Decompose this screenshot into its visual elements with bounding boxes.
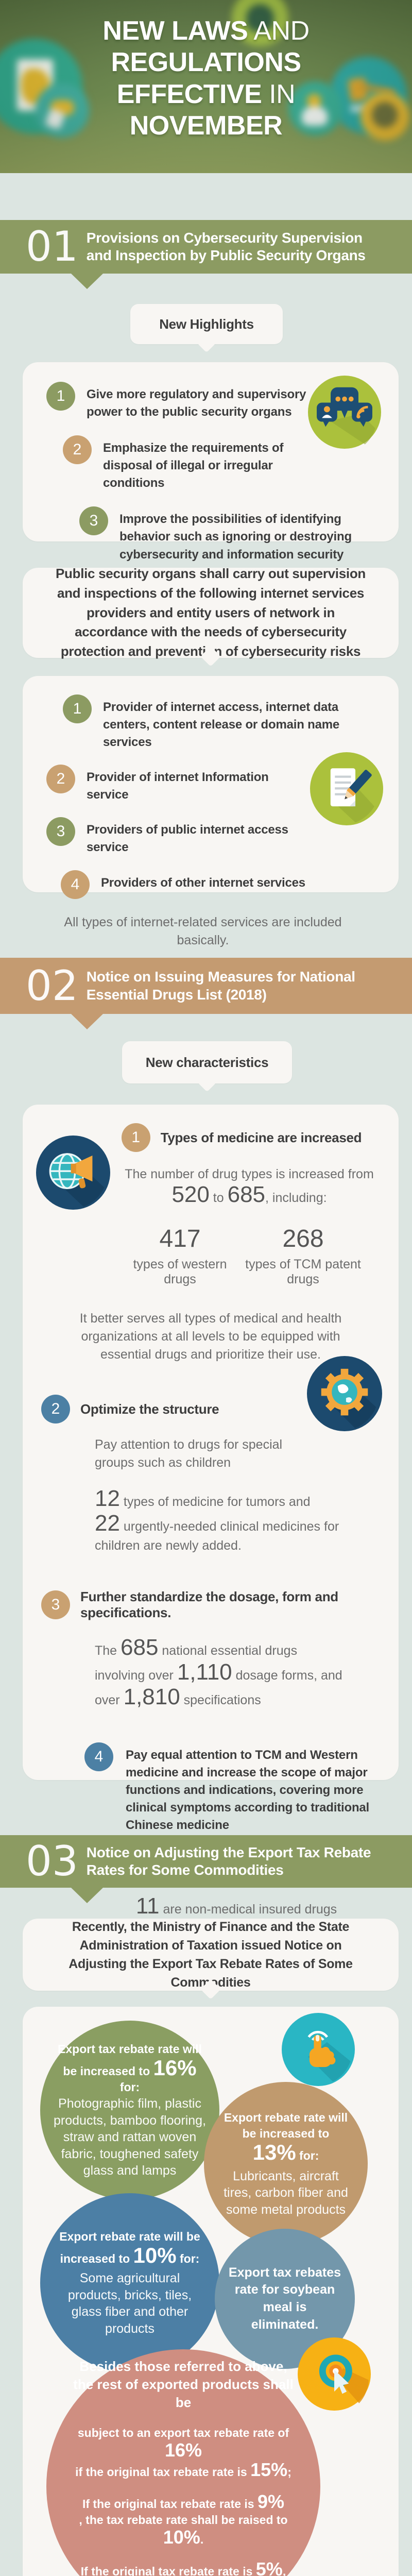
- s2-item2-heading: Optimize the structure: [80, 1401, 219, 1417]
- tcm-drugs-count: 268: [282, 1225, 324, 1252]
- new-highlights-label: New Highlights: [159, 316, 254, 332]
- person-pin-icon: [288, 81, 342, 135]
- rebate-10-circle: Export rebate rate will be increased to …: [40, 2193, 219, 2372]
- highlight-item: 1 Give more regulatory and supervisory p…: [46, 382, 378, 421]
- provider-4-badge: 4: [61, 870, 90, 899]
- key-icon: [35, 83, 89, 138]
- hero-header: NEW LAWS AND REGULATIONS EFFECTIVE IN NO…: [0, 0, 412, 173]
- highlight-item: 2 Emphasize the requirements of disposal…: [63, 435, 378, 492]
- new-characteristics-bubble: New characteristics: [122, 1041, 292, 1083]
- rebate-13-body: Lubricants, aircraft tires, carbon fiber…: [224, 2168, 348, 2217]
- s2-item4-badge: 4: [84, 1742, 113, 1771]
- other-products-circle: Besides those referred to above, the res…: [46, 2349, 320, 2576]
- chat-icon: [308, 376, 381, 449]
- s2-item3-heading: Further standardize the dosage, form and…: [80, 1588, 338, 1620]
- provider-1-text: Provider of internet access, internet da…: [103, 700, 340, 750]
- globe-gear-icon: [307, 1356, 382, 1431]
- highlight-item: 3 Improve the possibilities of identifyi…: [79, 506, 378, 563]
- tax-rates-card: Export tax rebate rate will be increased…: [23, 2007, 399, 2576]
- section-01-number: 01: [26, 223, 78, 270]
- highlight-3-badge: 3: [79, 506, 108, 536]
- providers-note: All types of internet-related services a…: [64, 914, 342, 947]
- highlights-card: 1 Give more regulatory and supervisory p…: [23, 362, 399, 562]
- s2-item3-heading-row: 3 Further standardize the dosage, form a…: [41, 1589, 380, 1621]
- section-01-band: 01 Provisions on Cybersecurity Supervisi…: [0, 220, 412, 274]
- tax-statement: Recently, the Ministry of Finance and th…: [68, 1919, 353, 1990]
- rebate-16-heading: Export tax rebate rate will be increased…: [58, 2042, 202, 2094]
- s2-item4-text: Pay equal attention to TCM and Western m…: [126, 1748, 370, 1832]
- s2-drug-columns: 417 types of western drugs 268 types of …: [118, 1225, 365, 1287]
- western-drugs-label: types of western drugs: [133, 1257, 227, 1286]
- provider-item: 1 Provider of internet access, internet …: [63, 694, 378, 751]
- new-highlights-bubble: New Highlights: [130, 304, 283, 344]
- tcm-drugs-stat: 268 types of TCM patent drugs: [242, 1225, 365, 1287]
- provider-4-text: Providers of other internet services: [101, 875, 305, 890]
- drugs-list-card: 1 Types of medicine are increased The nu…: [23, 1105, 399, 1936]
- section-02-title: Notice on Issuing Measures for National …: [86, 969, 355, 1003]
- section-03-title: Notice on Adjusting the Export Tax Rebat…: [86, 1844, 371, 1878]
- page-title: NEW LAWS AND REGULATIONS EFFECTIVE IN NO…: [102, 16, 310, 141]
- highlight-2-text: Emphasize the requirements of disposal o…: [103, 441, 284, 490]
- s2-item1-badge: 1: [121, 1123, 150, 1152]
- rebate-16-circle: Export tax rebate rate will be increased…: [40, 2021, 219, 2200]
- western-drugs-stat: 417 types of western drugs: [118, 1225, 242, 1287]
- provider-item: 4 Providers of other internet services: [61, 870, 378, 899]
- s2-item2-badge: 2: [41, 1395, 70, 1423]
- people-tree-icon: [232, 0, 288, 46]
- s2-item4-row: 4 Pay equal attention to TCM and Western…: [84, 1742, 370, 1834]
- s2-item3-badge: 3: [41, 1590, 70, 1619]
- s2-item3-text: The 685 national essential drugs involvi…: [95, 1634, 342, 1709]
- other-products-rule1: subject to an export tax rebate rate of …: [75, 2426, 291, 2481]
- tax-statement-card: Recently, the Ministry of Finance and th…: [23, 1919, 399, 1991]
- s2-item1-heading-row: 1 Types of medicine are increased: [103, 1123, 380, 1152]
- globe-megaphone-icon: [36, 1136, 110, 1210]
- provider-item: 2 Provider of internet Information servi…: [46, 765, 378, 804]
- other-products-rule3: If the original tax rebate rate is 5%, t…: [80, 2558, 286, 2576]
- provider-2-text: Provider of internet Information service: [87, 770, 269, 802]
- s2-item2-p2: 12 types of medicine for tumors and 22 u…: [95, 1486, 339, 1553]
- rebate-16-body: Photographic film, plastic products, bam…: [54, 2096, 207, 2178]
- supervision-statement: Public security organs shall carry out s…: [56, 566, 366, 659]
- provider-3-badge: 3: [46, 817, 75, 846]
- target-cursor-icon: [298, 2337, 371, 2411]
- section-03-band: 03 Notice on Adjusting the Export Tax Re…: [0, 1835, 412, 1888]
- s2-item1-lead: The number of drug types is increased fr…: [125, 1167, 374, 1207]
- highlight-3-text: Improve the possibilities of identifying…: [119, 512, 352, 562]
- medal-icon: [360, 92, 409, 141]
- supervision-statement-card: Public security organs shall carry out s…: [23, 566, 399, 659]
- s2-item2-p1: Pay attention to drugs for special group…: [95, 1437, 283, 1470]
- section-02-number: 02: [26, 961, 78, 1010]
- provider-2-badge: 2: [46, 765, 75, 794]
- section-02-pointer: [71, 1014, 103, 1029]
- providers-card: 1 Provider of internet access, internet …: [23, 676, 399, 947]
- s2-item1-para: It better serves all types of medical an…: [79, 1311, 342, 1362]
- soybean-text: Export tax rebates rate for soybean meal…: [228, 2265, 341, 2332]
- provider-3-text: Providers of public internet access serv…: [87, 823, 288, 855]
- western-drugs-count: 417: [159, 1225, 201, 1252]
- other-products-rule2: If the original tax rebate rate is 9% , …: [79, 2491, 288, 2548]
- section-03-number: 03: [26, 1837, 78, 1885]
- section-02-band: 02 Notice on Issuing Measures for Nation…: [0, 958, 412, 1014]
- hero-vignette: [0, 0, 412, 173]
- provider-1-badge: 1: [63, 694, 92, 723]
- section-01-pointer: [71, 274, 103, 289]
- other-products-intro: Besides those referred to above, the res…: [73, 2358, 294, 2410]
- s2-item2-heading-row: 2 Optimize the structure: [41, 1395, 380, 1423]
- tap-icon: [282, 2013, 355, 2086]
- rebate-10-heading: Export rebate rate will be increased to …: [59, 2229, 200, 2267]
- section-03-pointer: [71, 1888, 103, 1903]
- highlight-1-badge: 1: [46, 382, 75, 411]
- highlight-2-badge: 2: [63, 435, 92, 465]
- rebate-13-circle: Export rebate rate will be increased to …: [204, 2082, 368, 2246]
- document-pencil-icon: [310, 752, 383, 825]
- s2-item1-heading: Types of medicine are increased: [160, 1129, 362, 1145]
- rebate-13-heading: Export rebate rate will be increased to …: [224, 2110, 348, 2164]
- tcm-drugs-label: types of TCM patent drugs: [245, 1257, 361, 1286]
- rebate-10-body: Some agricultural products, bricks, tile…: [67, 2271, 192, 2336]
- provider-item: 3 Providers of public internet access se…: [46, 817, 378, 856]
- highlight-1-text: Give more regulatory and supervisory pow…: [87, 387, 306, 419]
- section-01-title: Provisions on Cybersecurity Supervision …: [86, 229, 366, 263]
- new-characteristics-label: New characteristics: [145, 1054, 269, 1070]
